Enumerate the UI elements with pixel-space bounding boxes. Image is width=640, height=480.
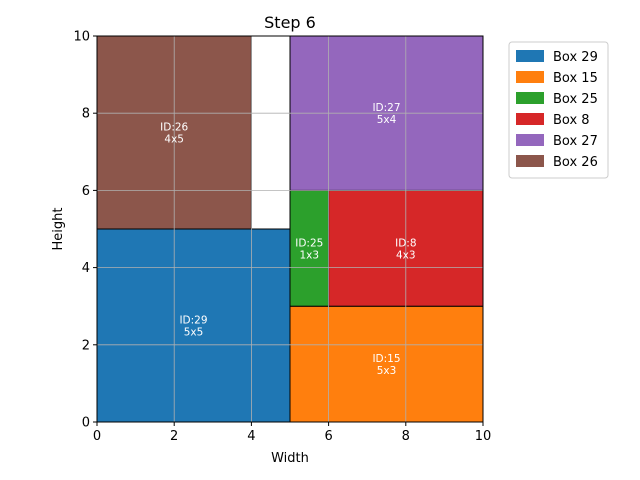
legend-swatch-15 [516, 71, 544, 83]
box-25-size-label: 1x3 [300, 249, 320, 261]
chart-title: Step 6 [264, 13, 316, 32]
box-25-id-label: ID:25 [295, 237, 323, 249]
box-26-size-label: 4x5 [164, 134, 184, 146]
box-15-id-label: ID:15 [372, 353, 400, 365]
y-tick-label: 8 [82, 107, 90, 122]
axes-frame [96, 35, 484, 423]
y-tick-label: 10 [73, 30, 90, 45]
x-tick-label: 4 [247, 429, 255, 444]
box-15-size-label: 5x3 [377, 365, 397, 377]
legend: Box 29 Box 15 Box 25 Box 8 Box 27 Box 26 [508, 41, 609, 179]
box-29 [96, 228, 291, 423]
y-axis-label: Height [51, 208, 66, 251]
legend-swatch-25 [516, 92, 544, 104]
y-tick-label: 6 [82, 184, 90, 199]
x-tick-label: 8 [402, 429, 410, 444]
x-tick-label: 10 [475, 429, 492, 444]
legend-swatch-8 [516, 113, 544, 125]
box-29-size-label: 5x5 [184, 327, 204, 339]
legend-swatch-27 [516, 134, 544, 146]
box-15 [289, 305, 484, 423]
y-tick-label: 4 [82, 261, 90, 276]
box-26-id-label: ID:26 [160, 122, 188, 134]
legend-swatch-26 [516, 155, 544, 167]
x-axis-label: Width [271, 451, 309, 466]
box-8-size-label: 4x3 [396, 249, 416, 261]
box-8-id-label: ID:8 [395, 237, 416, 249]
x-tick-label: 2 [170, 429, 178, 444]
legend-entry-15: Box 15 [553, 71, 598, 86]
legend-swatch-29 [516, 50, 544, 62]
box-27-id-label: ID:27 [372, 102, 400, 114]
legend-entry-26: Box 26 [553, 155, 598, 170]
x-tick-label: 0 [93, 429, 101, 444]
box-27-size-label: 5x4 [377, 114, 397, 126]
y-tick-label: 2 [82, 338, 90, 353]
x-tick-label: 6 [324, 429, 332, 444]
legend-entry-8: Box 8 [553, 113, 590, 128]
legend-entry-27: Box 27 [553, 134, 598, 149]
box-29-id-label: ID:29 [179, 315, 207, 327]
legend-entry-25: Box 25 [553, 92, 598, 107]
legend-entry-29: Box 29 [553, 50, 598, 65]
y-tick-label: 0 [82, 416, 90, 431]
